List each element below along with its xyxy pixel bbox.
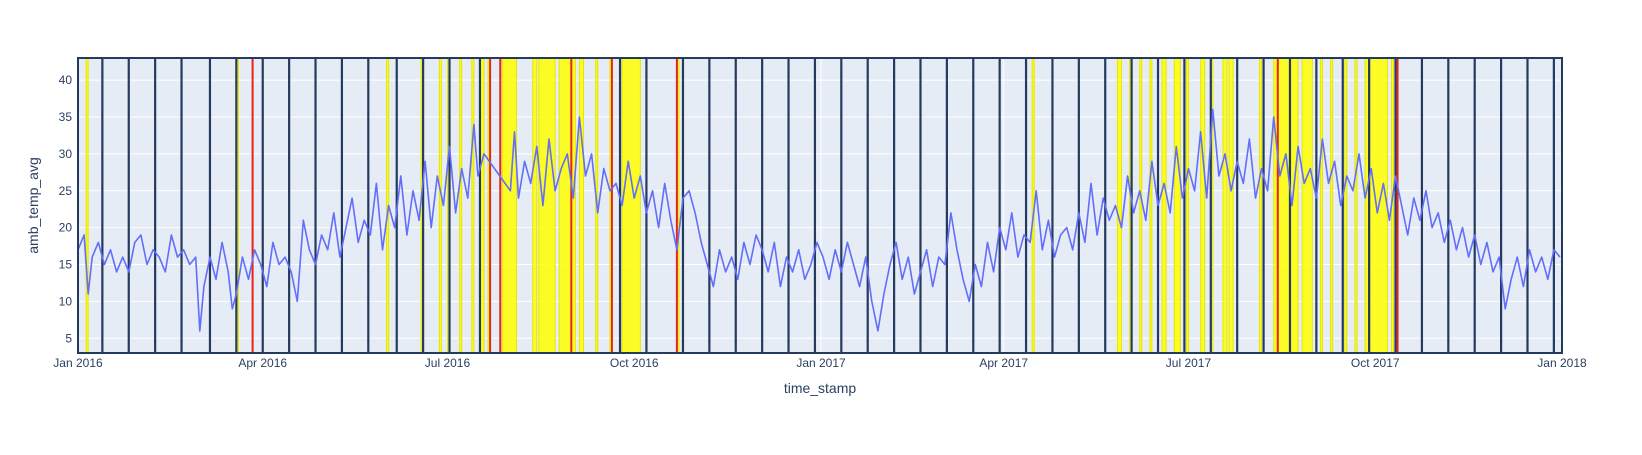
y-tick-label: 20	[59, 221, 73, 235]
anomaly-band	[501, 57, 518, 354]
x-tick-label: Jul 2016	[425, 356, 471, 370]
series-layer	[77, 108, 1561, 332]
y-tick-label: 5	[65, 331, 72, 345]
x-tick-label: Apr 2016	[238, 356, 287, 370]
x-axis-title: time_stamp	[784, 380, 857, 396]
anomaly-band	[471, 57, 475, 354]
anomaly-band	[1116, 57, 1122, 354]
anomaly-band	[1344, 57, 1348, 354]
y-tick-label: 25	[59, 184, 73, 198]
dark-line-layer	[101, 58, 1555, 353]
anomaly-band	[1139, 57, 1143, 354]
x-tick-label: Jan 2016	[53, 356, 103, 370]
y-tick-label: 30	[59, 147, 73, 161]
y-tick-label: 15	[59, 258, 73, 272]
axis-layer: 5 10 15 20 25 30 35 40 Jan 2016 Apr 2016 Jul 2016 O…	[53, 57, 1587, 370]
x-tick-label: Oct 2017	[1351, 356, 1400, 370]
x-tick-label: Jan 2018	[1537, 356, 1587, 370]
series-line	[77, 108, 1561, 332]
anomaly-band	[459, 57, 463, 354]
y-tick-label: 40	[59, 73, 73, 87]
anomaly-band	[1228, 57, 1234, 354]
anomaly-band	[1319, 57, 1323, 354]
anomaly-band	[438, 57, 442, 354]
y-tick-label: 10	[59, 294, 73, 308]
anomaly-band	[578, 57, 584, 354]
anomaly-band	[1149, 57, 1153, 354]
red-line-layer	[251, 58, 1399, 353]
anomaly-band	[1354, 57, 1358, 354]
anomaly-band	[1301, 57, 1313, 354]
anomaly-band	[1200, 57, 1206, 354]
anomaly-band	[538, 57, 556, 354]
anomaly-band	[85, 57, 89, 354]
x-tick-label: Jan 2017	[796, 356, 846, 370]
anomaly-band	[1185, 57, 1189, 354]
anomaly-band	[532, 57, 538, 354]
x-tick-label: Oct 2016	[610, 356, 659, 370]
anomaly-band	[1173, 57, 1181, 354]
x-tick-label: Jul 2017	[1166, 356, 1212, 370]
y-tick-label: 35	[59, 110, 73, 124]
plot-frame	[77, 57, 1563, 354]
anomaly-band	[1330, 57, 1334, 354]
plot-background	[78, 58, 1562, 353]
anomaly-band	[621, 57, 641, 354]
anomaly-band	[558, 57, 576, 354]
anomaly-band	[1222, 57, 1228, 354]
anomaly-band	[1259, 57, 1263, 354]
x-tick-label: Apr 2017	[979, 356, 1028, 370]
y-axis-title: amb_temp_avg	[25, 157, 41, 254]
anomaly-band	[1161, 57, 1167, 354]
